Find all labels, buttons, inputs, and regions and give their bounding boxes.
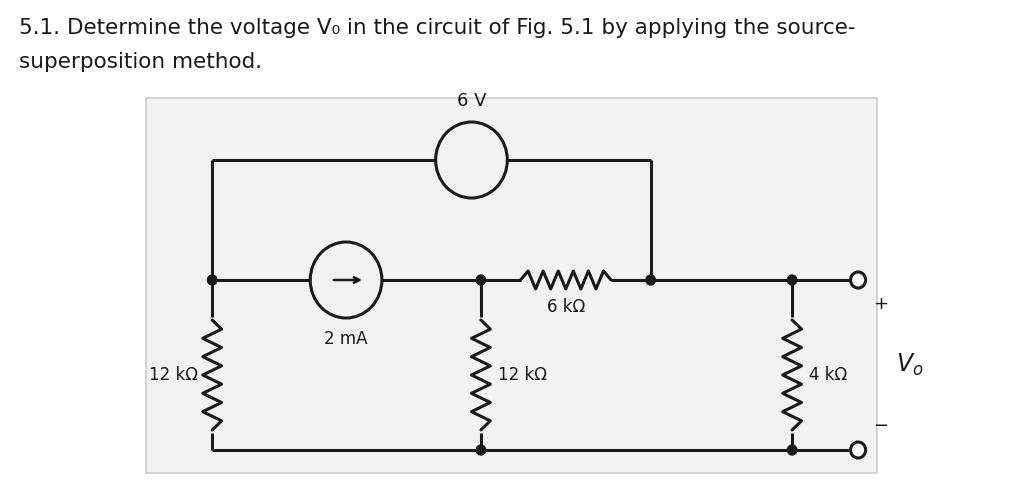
Text: 6 kΩ: 6 kΩ [547,298,585,316]
Circle shape [476,275,485,285]
FancyBboxPatch shape [146,98,877,473]
Text: 12 kΩ: 12 kΩ [150,366,198,384]
Circle shape [435,122,507,198]
Circle shape [851,442,865,458]
Text: superposition method.: superposition method. [18,52,262,72]
Circle shape [646,275,655,285]
Text: 5.1. Determine the voltage V₀ in the circuit of Fig. 5.1 by applying the source-: 5.1. Determine the voltage V₀ in the cir… [18,18,855,38]
Circle shape [787,445,797,455]
Text: −: − [450,151,466,169]
Text: −: − [873,417,888,435]
Circle shape [476,445,485,455]
Text: +: + [476,151,493,169]
Text: +: + [873,295,888,313]
Circle shape [787,275,797,285]
Text: 4 kΩ: 4 kΩ [809,366,847,384]
Circle shape [208,275,217,285]
Circle shape [310,242,382,318]
Text: 6 V: 6 V [457,92,486,110]
Text: 12 kΩ: 12 kΩ [498,366,547,384]
Text: 2 mA: 2 mA [325,330,368,348]
Circle shape [851,272,865,288]
Text: $V_o$: $V_o$ [896,352,924,378]
